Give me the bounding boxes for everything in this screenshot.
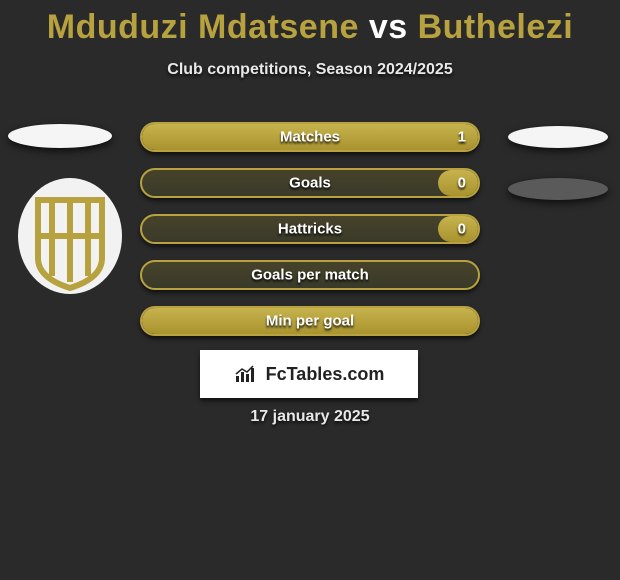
stats-panel: Matches 1 Goals 0 Hattricks 0 Goals per …	[140, 122, 480, 352]
stat-label: Matches	[280, 129, 340, 146]
stat-label: Goals per match	[251, 267, 369, 284]
club-badge-icon	[18, 178, 122, 294]
left-ellipse	[8, 124, 112, 148]
stat-label: Goals	[289, 175, 331, 192]
stat-row-hattricks: Hattricks 0	[140, 214, 480, 244]
brand-box: FcTables.com	[200, 350, 418, 398]
stat-value: 0	[458, 221, 466, 238]
vs-text: vs	[369, 8, 408, 46]
right-ellipse-2	[508, 178, 608, 200]
stat-value: 1	[458, 129, 466, 146]
date-text: 17 january 2025	[0, 408, 620, 426]
stat-row-goals-per-match: Goals per match	[140, 260, 480, 290]
stat-row-matches: Matches 1	[140, 122, 480, 152]
brand-text: FcTables.com	[266, 364, 385, 385]
stat-label: Hattricks	[278, 221, 342, 238]
stat-row-min-per-goal: Min per goal	[140, 306, 480, 336]
stat-row-goals: Goals 0	[140, 168, 480, 198]
player2-name: Buthelezi	[418, 8, 574, 46]
subtitle: Club competitions, Season 2024/2025	[0, 61, 620, 79]
stat-value: 0	[458, 175, 466, 192]
page-title: Mduduzi Mdatsene vs Buthelezi	[0, 0, 620, 47]
bar-chart-icon	[234, 364, 260, 384]
player1-name: Mduduzi Mdatsene	[47, 8, 359, 46]
right-ellipse-1	[508, 126, 608, 148]
stat-label: Min per goal	[266, 313, 354, 330]
